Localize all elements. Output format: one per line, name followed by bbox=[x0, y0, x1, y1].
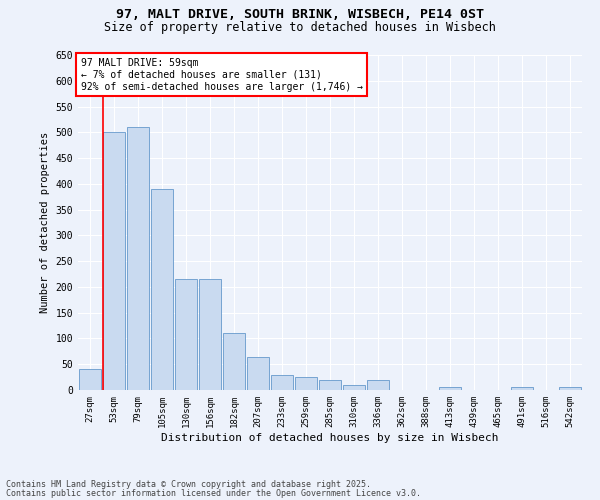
Bar bbox=[223, 334, 245, 390]
Bar bbox=[199, 279, 221, 390]
Text: Contains public sector information licensed under the Open Government Licence v3: Contains public sector information licen… bbox=[6, 490, 421, 498]
Text: 97, MALT DRIVE, SOUTH BRINK, WISBECH, PE14 0ST: 97, MALT DRIVE, SOUTH BRINK, WISBECH, PE… bbox=[116, 8, 484, 20]
Bar bbox=[79, 370, 101, 390]
Bar bbox=[319, 380, 341, 390]
Bar bbox=[367, 380, 389, 390]
Bar bbox=[271, 374, 293, 390]
Bar bbox=[559, 388, 581, 390]
Text: Contains HM Land Registry data © Crown copyright and database right 2025.: Contains HM Land Registry data © Crown c… bbox=[6, 480, 371, 489]
Bar bbox=[127, 127, 149, 390]
Bar bbox=[247, 356, 269, 390]
Bar bbox=[103, 132, 125, 390]
Text: Size of property relative to detached houses in Wisbech: Size of property relative to detached ho… bbox=[104, 21, 496, 34]
Y-axis label: Number of detached properties: Number of detached properties bbox=[40, 132, 50, 313]
Title: 97, MALT DRIVE, SOUTH BRINK, WISBECH, PE14 0ST
Size of property relative to deta: 97, MALT DRIVE, SOUTH BRINK, WISBECH, PE… bbox=[0, 499, 1, 500]
Text: 97 MALT DRIVE: 59sqm
← 7% of detached houses are smaller (131)
92% of semi-detac: 97 MALT DRIVE: 59sqm ← 7% of detached ho… bbox=[80, 58, 362, 92]
Bar bbox=[295, 377, 317, 390]
Bar bbox=[511, 388, 533, 390]
Bar bbox=[175, 279, 197, 390]
Bar bbox=[151, 189, 173, 390]
Bar bbox=[439, 388, 461, 390]
Bar bbox=[343, 385, 365, 390]
X-axis label: Distribution of detached houses by size in Wisbech: Distribution of detached houses by size … bbox=[161, 432, 499, 442]
